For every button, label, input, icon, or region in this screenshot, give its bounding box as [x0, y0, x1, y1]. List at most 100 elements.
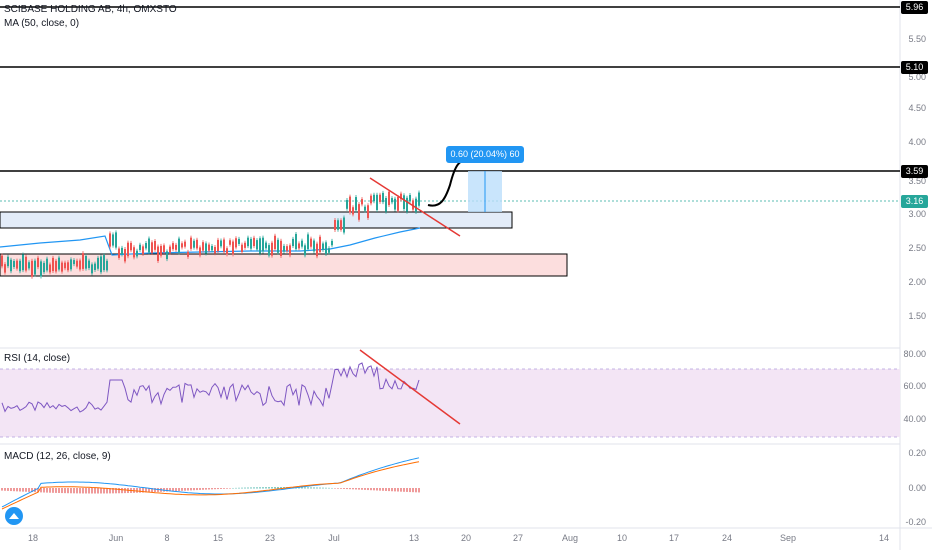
- rsi-legend[interactable]: RSI (14, close): [4, 353, 71, 364]
- macd-tick: 0.20: [908, 448, 926, 458]
- price-tick: 5.50: [908, 34, 926, 44]
- macd-bar: [46, 488, 48, 493]
- candle-body: [106, 260, 108, 271]
- price-trendline: [369, 177, 461, 237]
- macd-bar: [403, 488, 405, 492]
- candle-body: [241, 244, 243, 253]
- macd-bar: [79, 488, 81, 494]
- time-tick: Jul: [328, 533, 340, 543]
- macd-bar: [202, 488, 204, 490]
- macd-bar: [118, 488, 120, 494]
- macd-bar: [334, 488, 336, 489]
- candle-body: [163, 245, 165, 253]
- candle-body: [88, 260, 90, 269]
- candle-body: [142, 246, 144, 254]
- measure-badge: 0.60 (20.04%) 60: [446, 146, 524, 163]
- candle-body: [28, 262, 30, 269]
- candle-body: [211, 245, 213, 251]
- candle-body: [316, 243, 318, 257]
- candle-body: [256, 240, 258, 250]
- candle-body: [112, 234, 114, 246]
- rsi-line: [1, 362, 420, 413]
- macd-bar: [106, 488, 108, 494]
- time-tick: 8: [164, 533, 170, 543]
- candle-body: [13, 260, 15, 267]
- macd-bar: [121, 488, 123, 494]
- ma-legend[interactable]: MA (50, close, 0): [4, 18, 80, 29]
- macd-bar: [310, 487, 312, 489]
- candle-body: [64, 262, 66, 269]
- candle-body: [214, 246, 216, 254]
- rsi-band: [0, 369, 900, 437]
- macd-bar: [238, 487, 240, 489]
- macd-bar: [418, 488, 420, 493]
- macd-line: [1, 457, 420, 508]
- macd-bar: [31, 488, 33, 493]
- demand-zone: [0, 253, 568, 277]
- price-tick: 2.50: [908, 243, 926, 253]
- macd-bar: [301, 487, 303, 489]
- candle-body: [196, 239, 198, 249]
- macd-bar: [340, 488, 342, 489]
- candle-body: [385, 198, 387, 212]
- macd-bar: [346, 488, 348, 490]
- macd-bar: [280, 487, 282, 489]
- rsi-trendline: [359, 349, 461, 425]
- macd-bar: [331, 487, 333, 489]
- candle-body: [70, 259, 72, 270]
- time-tick: 20: [460, 533, 472, 543]
- candle-body: [130, 242, 132, 251]
- macd-bar: [229, 488, 231, 489]
- candle-body: [340, 220, 342, 230]
- candle-body: [85, 255, 87, 269]
- macd-bar: [43, 488, 45, 493]
- macd-bar: [277, 487, 279, 489]
- candle-body: [1, 255, 3, 267]
- candle-body: [103, 255, 105, 271]
- candle-body: [382, 192, 384, 203]
- macd-bar: [178, 488, 180, 491]
- rsi-tick: 80.00: [903, 349, 926, 359]
- macd-bar: [322, 487, 324, 489]
- macd-bar: [253, 487, 255, 489]
- candle-body: [58, 257, 60, 270]
- macd-bar: [199, 488, 201, 490]
- candle-body: [418, 192, 420, 206]
- macd-bar: [247, 487, 249, 489]
- macd-bar: [10, 488, 12, 492]
- macd-bar: [19, 488, 21, 492]
- macd-bar: [250, 487, 252, 489]
- macd-bar: [256, 487, 258, 489]
- macd-bar: [349, 488, 351, 490]
- macd-bar: [112, 488, 114, 494]
- macd-bar: [217, 488, 219, 490]
- candle-body: [175, 244, 177, 250]
- candle-body: [313, 240, 315, 252]
- symbol-legend[interactable]: SCIBASE HOLDING AB, 4h, OMXSTO: [4, 4, 177, 15]
- macd-bar: [85, 488, 87, 494]
- macd-bar: [394, 488, 396, 492]
- candle-body: [304, 245, 306, 256]
- macd-legend[interactable]: MACD (12, 26, close, 9): [4, 451, 111, 462]
- price-tag-resistance: 3.59: [901, 165, 928, 178]
- macd-bar: [16, 488, 18, 492]
- macd-bar: [316, 487, 318, 489]
- macd-bar: [76, 488, 78, 494]
- candle-body: [199, 247, 201, 256]
- candle-body: [25, 256, 27, 271]
- candle-body: [331, 240, 333, 246]
- macd-bar: [28, 488, 30, 492]
- candle-body: [154, 240, 156, 250]
- macd-bar: [61, 488, 63, 494]
- macd-bar: [373, 488, 375, 491]
- tradingview-logo-icon[interactable]: [5, 507, 23, 525]
- candle-body: [325, 242, 327, 255]
- candle-body: [301, 240, 303, 247]
- macd-bar: [364, 488, 366, 490]
- macd-bar: [379, 488, 381, 491]
- candle-body: [205, 243, 207, 254]
- macd-bar: [7, 488, 9, 491]
- macd-bar: [361, 488, 363, 490]
- price-tick: 5.00: [908, 72, 926, 82]
